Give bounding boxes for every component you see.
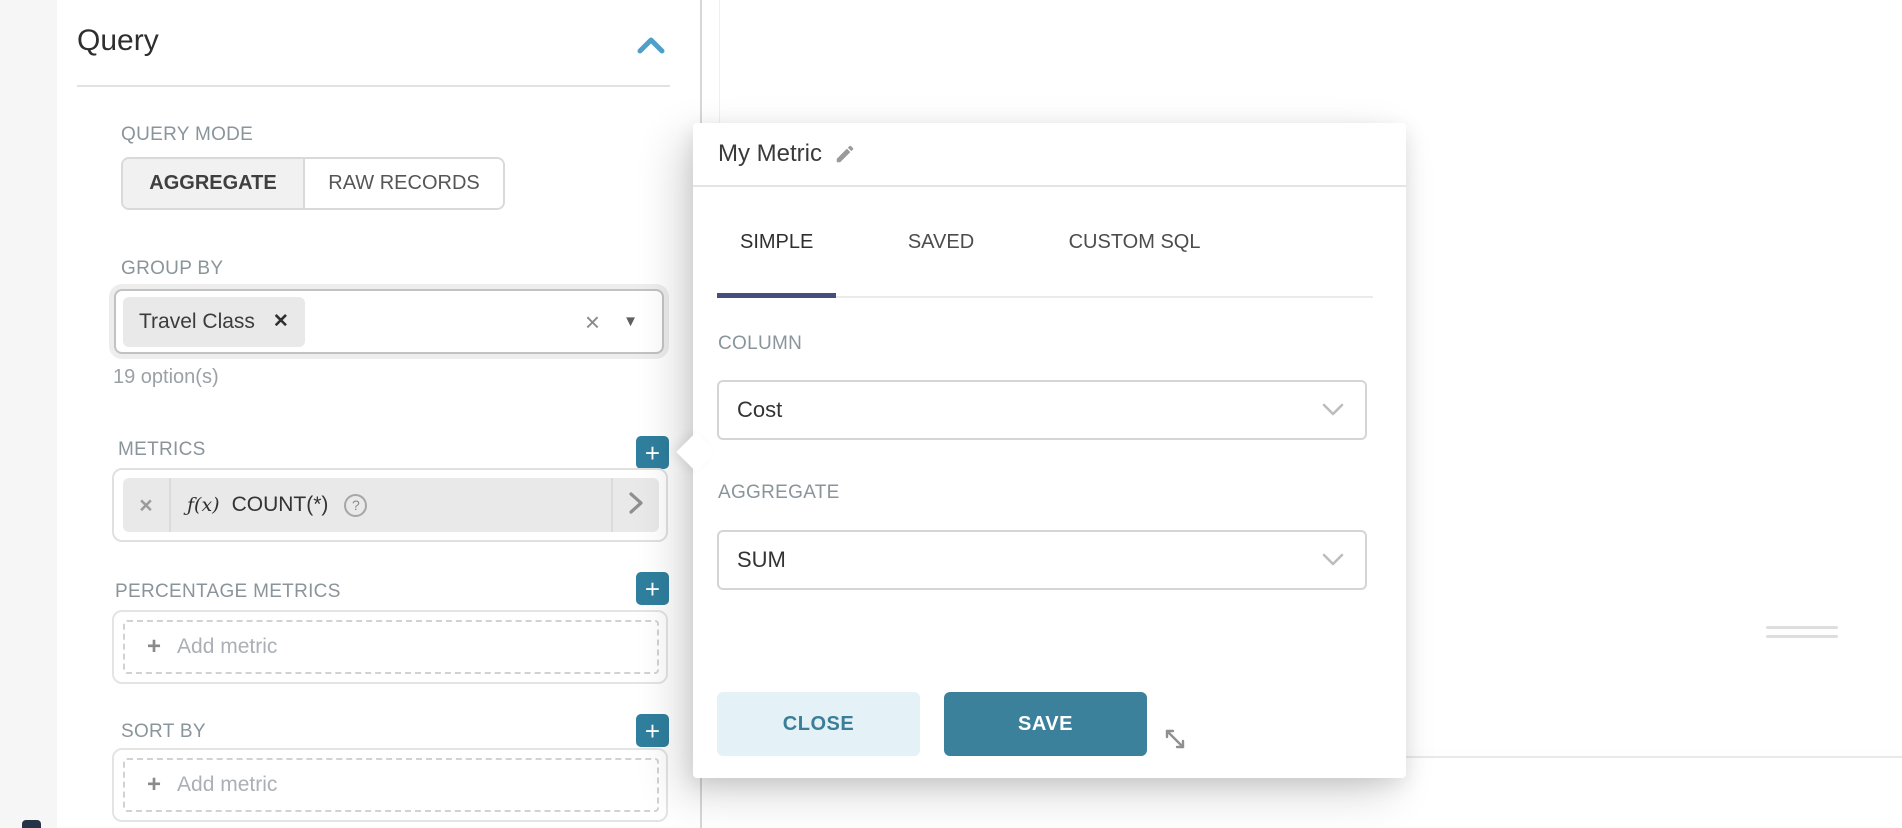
left-rail [0,0,57,828]
column-select[interactable]: Cost [717,380,1367,440]
remove-metric-icon[interactable]: × [139,491,153,518]
tab-custom-sql[interactable]: CUSTOM SQL [1068,231,1201,253]
caret-down-icon[interactable]: ▼ [623,313,638,330]
query-mode-toggle: AGGREGATE RAW RECORDS [121,157,505,210]
query-section-title: Query [77,24,159,57]
save-button[interactable]: SAVE [944,692,1147,756]
add-sort-metric-dropzone[interactable]: + Add metric [123,758,659,812]
popover-tabs: SIMPLE SAVED CUSTOM SQL [717,187,1373,298]
tab-simple[interactable]: SIMPLE [717,187,837,298]
handle-bar [1766,635,1838,638]
metric-value: COUNT(*) [231,493,329,516]
metric-pill[interactable]: × ƒ(x) COUNT(*) ? [123,478,659,532]
add-percentage-metric-button[interactable]: + [636,572,669,605]
chart-resize-handle[interactable] [1766,626,1838,644]
percentage-metrics-label: PERCENTAGE METRICS [115,581,341,602]
sort-by-label: SORT BY [121,721,206,742]
column-label: COLUMN [718,333,803,354]
bottom-left-partial-element [22,820,41,828]
chevron-right-icon [629,491,643,520]
percentage-metrics-container: + Add metric [112,610,668,684]
aggregate-mode-button[interactable]: AGGREGATE [123,159,305,208]
tag-remove-icon[interactable]: ✕ [272,311,289,332]
add-percentage-metric-dropzone[interactable]: + Add metric [123,620,659,674]
chevron-down-icon [1321,552,1345,568]
query-mode-label: QUERY MODE [121,124,254,145]
clear-all-icon[interactable]: × [584,306,600,337]
raw-records-mode-button[interactable]: RAW RECORDS [305,159,503,208]
metric-popover: My Metric SIMPLE SAVED CUSTOM SQL COLUMN… [693,123,1406,778]
group-by-label: GROUP BY [121,258,224,279]
resize-diagonal-icon [1163,727,1187,756]
plus-icon: + [147,633,162,660]
chevron-up-icon [636,37,666,62]
group-by-select[interactable]: Travel Class ✕ × ▼ [114,289,664,354]
add-sort-button[interactable]: + [636,714,669,747]
plus-icon: + [644,437,661,468]
options-count-hint: 19 option(s) [113,366,219,388]
tab-saved[interactable]: SAVED [907,231,975,253]
sort-by-container: + Add metric [112,748,668,822]
metrics-label: METRICS [118,439,206,460]
chevron-down-icon [1321,402,1345,418]
expand-metric-button[interactable] [613,491,659,520]
plus-icon: + [644,573,661,604]
edit-title-icon[interactable] [834,143,856,165]
add-metric-placeholder: Add metric [177,635,278,658]
metrics-container: × ƒ(x) COUNT(*) ? [112,468,668,542]
tag-label: Travel Class [139,309,255,333]
add-metric-placeholder: Add metric [177,773,278,796]
aggregate-label: AGGREGATE [718,482,840,503]
popover-title: My Metric [718,140,822,167]
handle-bar [1766,626,1838,629]
plus-icon: + [147,771,162,798]
collapse-section-button[interactable] [636,34,666,58]
pill-divider [611,478,613,532]
function-icon: ƒ(x) [187,494,220,516]
close-button[interactable]: CLOSE [717,692,920,756]
pill-divider [169,478,171,532]
section-divider [77,85,670,87]
group-by-tag: Travel Class ✕ [123,296,305,347]
plus-icon: + [644,715,661,746]
help-icon[interactable]: ? [344,493,368,517]
popover-header: My Metric [693,123,1406,187]
aggregate-value: SUM [737,547,786,572]
column-value: Cost [737,397,783,422]
popover-resize-handle[interactable] [1161,727,1189,755]
aggregate-select[interactable]: SUM [717,530,1367,590]
add-metric-button[interactable]: + [636,436,669,469]
